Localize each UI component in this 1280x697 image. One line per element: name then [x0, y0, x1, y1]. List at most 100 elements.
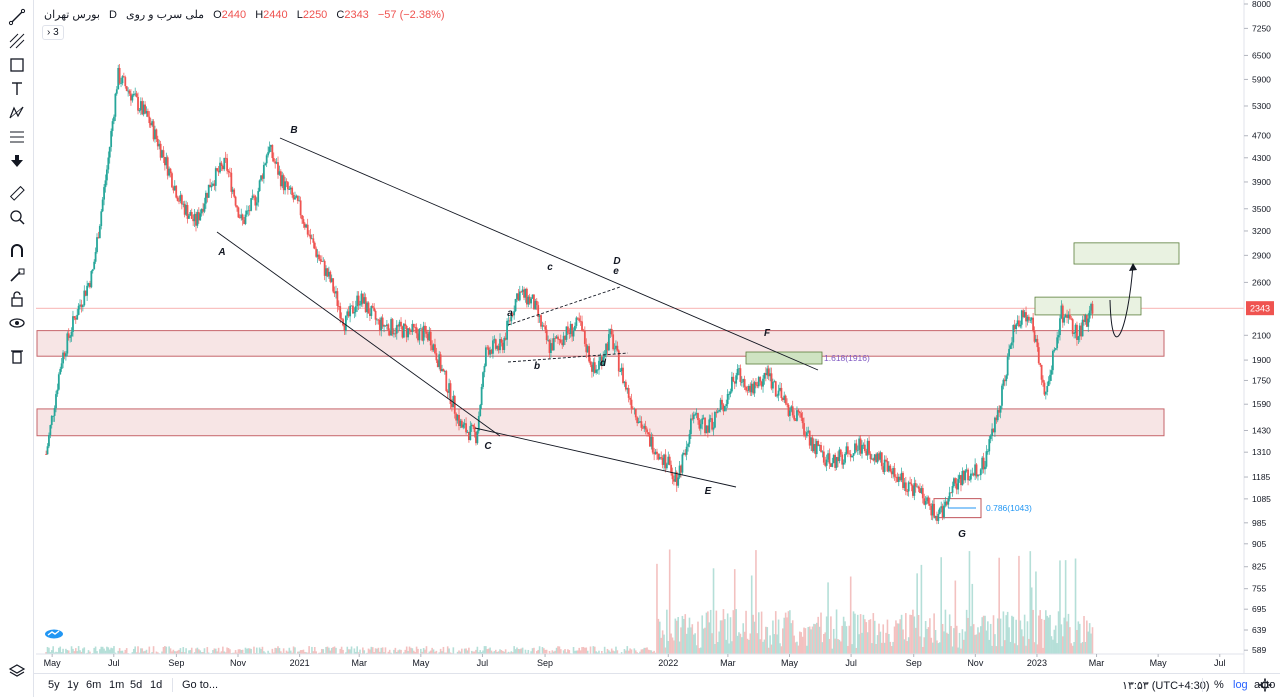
goto-button[interactable]: Go to...	[182, 679, 219, 691]
candle-body	[107, 157, 110, 170]
candle-body	[446, 391, 449, 393]
candle-body	[1059, 318, 1061, 336]
arrow-down-icon[interactable]	[6, 151, 28, 171]
trash-icon[interactable]	[6, 346, 28, 366]
candle-body	[1025, 312, 1027, 322]
candle-body	[517, 293, 520, 301]
volume-bar	[698, 648, 701, 654]
volume-bar	[770, 644, 773, 654]
volume-bar	[162, 647, 165, 654]
range-1d[interactable]: 1d	[150, 679, 163, 691]
candle-body	[788, 410, 791, 416]
volume-bar	[948, 614, 951, 654]
candle-body	[253, 195, 255, 197]
candle-body	[643, 425, 646, 429]
eye-icon[interactable]	[6, 313, 28, 333]
volume-bar	[663, 634, 665, 654]
clock-readout[interactable]: ۱۳:۵۳ (UTC+4:30)	[1122, 680, 1210, 692]
candle-body	[723, 406, 726, 412]
candle-body	[828, 453, 831, 464]
candle-body	[832, 454, 835, 464]
candle-body	[772, 381, 774, 389]
fib-icon[interactable]	[6, 127, 28, 147]
volume-bar	[342, 649, 344, 654]
volume-bar	[585, 647, 588, 654]
lock-draw-icon[interactable]	[6, 265, 28, 285]
candle-body	[780, 387, 783, 399]
candle-body	[762, 378, 764, 387]
candle-body	[448, 383, 451, 393]
candle-body	[1052, 351, 1054, 371]
volume-bar	[247, 648, 250, 654]
text-icon[interactable]	[6, 79, 28, 99]
candle-body	[926, 497, 928, 502]
candle-body	[1068, 314, 1071, 319]
range-6m[interactable]: 6m	[86, 679, 102, 691]
zoom-icon[interactable]	[6, 207, 28, 227]
volume-bar	[567, 649, 569, 654]
candle-body	[49, 425, 52, 435]
candle-body	[919, 488, 921, 494]
percent-toggle[interactable]: %	[1214, 679, 1224, 691]
candle-body	[969, 473, 972, 480]
candle-body	[190, 212, 193, 219]
volume-bar	[574, 650, 576, 654]
range-1m[interactable]: 1m	[109, 679, 125, 691]
candle-body	[204, 192, 207, 204]
symbol-name[interactable]: ملی سرب و روی	[125, 9, 205, 21]
volume-bar	[759, 639, 761, 654]
volume-bar	[264, 652, 267, 654]
volume-bar	[1071, 645, 1074, 654]
candle-body	[603, 354, 606, 358]
interval-label[interactable]: D	[108, 9, 117, 21]
volume-bar	[581, 647, 583, 654]
volume-bar	[79, 650, 81, 654]
candle-body	[1030, 317, 1033, 320]
volume-bar	[893, 626, 896, 654]
volume-bar	[746, 638, 749, 654]
volume-bar	[100, 646, 103, 654]
volume-bar	[123, 652, 125, 654]
volume-bar	[906, 641, 909, 654]
rectangle-icon[interactable]	[6, 55, 28, 75]
volume-bar	[667, 640, 670, 654]
y-tick-label: 589	[1252, 645, 1266, 655]
range-5d[interactable]: 5d	[130, 679, 143, 691]
volume-bar	[161, 651, 163, 654]
candle-body	[465, 423, 467, 433]
candle-body	[363, 297, 366, 304]
candle-body	[559, 339, 562, 343]
volume-bar	[933, 613, 935, 654]
range-1y[interactable]: 1y	[67, 679, 79, 691]
range-5y[interactable]: 5y	[48, 679, 60, 691]
pitchfork-icon[interactable]	[6, 31, 28, 51]
gear-icon[interactable]	[1258, 678, 1272, 692]
candle-body	[120, 83, 122, 85]
volume-bar	[458, 650, 460, 654]
x-tick-label: Mar	[351, 658, 367, 668]
pattern-icon[interactable]	[6, 103, 28, 123]
volume-bar	[555, 647, 558, 654]
tradingview-logo-icon[interactable]	[44, 627, 64, 639]
candle-body	[149, 123, 152, 126]
x-tick-label: May	[781, 658, 799, 668]
candle-body	[477, 415, 480, 432]
volume-bar	[548, 651, 551, 654]
volume-bar	[285, 650, 288, 654]
volume-bar	[1013, 643, 1016, 654]
layers-icon[interactable]	[6, 661, 28, 681]
lock-icon[interactable]	[6, 289, 28, 309]
candle-body	[254, 196, 257, 206]
ruler-icon[interactable]	[6, 183, 28, 203]
volume-bar	[801, 636, 804, 654]
log-toggle[interactable]: log	[1233, 679, 1248, 691]
magnet-icon[interactable]	[6, 241, 28, 261]
auto-toggle[interactable]: auto	[1254, 679, 1276, 691]
indicators-toggle[interactable]: › 3	[42, 25, 64, 40]
trendline-b-f	[279, 137, 819, 371]
candle-body	[161, 150, 163, 158]
volume-bar	[975, 634, 978, 654]
volume-bar	[1032, 609, 1034, 654]
trend-line-icon[interactable]	[6, 7, 28, 27]
